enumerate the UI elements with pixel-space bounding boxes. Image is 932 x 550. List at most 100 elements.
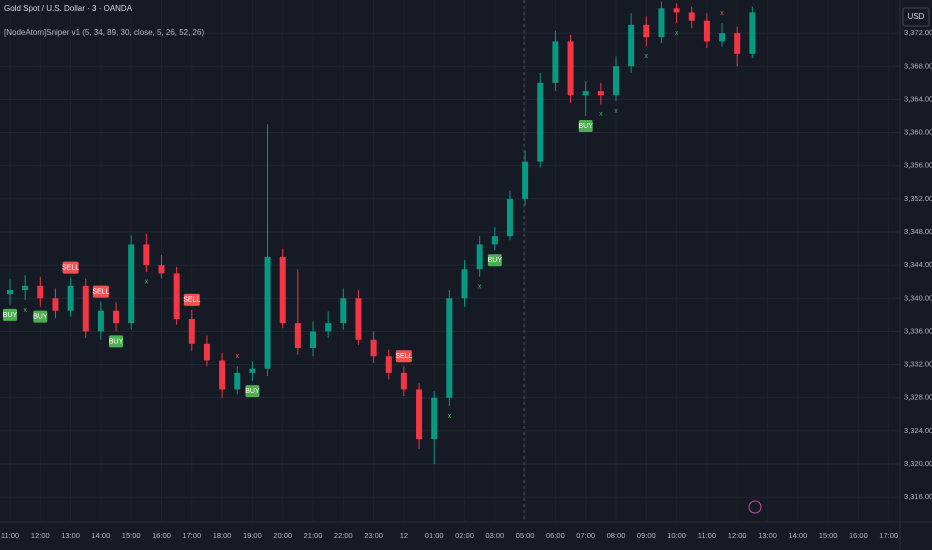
candle-body [294, 323, 301, 348]
candle-body [7, 290, 13, 295]
buy-signal: x [599, 111, 603, 118]
candle-body [249, 368, 256, 373]
candle-body [537, 82, 544, 162]
candle-body [22, 285, 29, 290]
buy-signal: x [614, 108, 618, 115]
candle-body [97, 310, 104, 332]
candle-body [476, 244, 483, 270]
x-tick-label: 12:00 [728, 531, 747, 540]
candle-body [400, 372, 407, 390]
candles: BUY x BUY SELL SELL BUY x SELL x BUY SELL x x BUY BUY x… [3, 1, 756, 464]
candle-body [279, 256, 286, 324]
x-tick-label: 21:00 [304, 531, 323, 540]
x-tick-label: 05:00 [516, 531, 535, 540]
x-tick-label: 15:00 [122, 531, 141, 540]
candle-body [703, 20, 710, 42]
candle-body [234, 372, 241, 390]
buy-signal: BUY [109, 338, 124, 345]
event-icon [748, 500, 762, 514]
candle-body [582, 91, 589, 96]
x-tick-label: 03:00 [485, 531, 504, 540]
candle-body [688, 12, 695, 21]
candle-body [113, 310, 120, 324]
candle-body [219, 360, 226, 390]
sell-signal: SELL [395, 353, 412, 360]
buy-badge [487, 254, 502, 267]
x-tick-label: 14:00 [788, 531, 807, 540]
candle-body [385, 356, 392, 373]
y-tick-label: 3,340.000 [904, 293, 932, 302]
x-tick-label: 16:00 [152, 531, 171, 540]
buy-badge [245, 385, 260, 398]
sell-signal: SELL [92, 288, 109, 295]
x-tick-label: 07:00 [576, 531, 595, 540]
buy-signal: x [478, 284, 482, 291]
y-tick-label: 3,320.000 [904, 459, 932, 468]
y-tick-label: 3,356.000 [904, 161, 932, 170]
candle-body [643, 24, 650, 38]
candle-body [67, 285, 74, 311]
y-tick-label: 3,336.000 [904, 326, 932, 335]
sell-badge [183, 293, 200, 306]
x-tick-label: 10:00 [667, 531, 686, 540]
y-tick-label: 3,324.000 [904, 426, 932, 435]
buy-signal: x [23, 307, 27, 314]
x-tick-label: 09:00 [637, 531, 656, 540]
buy-signal: x [448, 413, 452, 420]
candle-body [567, 41, 574, 96]
candle-body [628, 24, 635, 67]
candle-body [431, 397, 438, 440]
buy-signal: BUY [3, 312, 18, 319]
candle-body [552, 41, 559, 83]
buy-signal: x [645, 53, 649, 60]
sell-signal: SELL [62, 264, 79, 271]
x-tick-label: 13:00 [758, 531, 777, 540]
currency-box [902, 7, 930, 27]
x-tick-label: 15:00 [819, 531, 838, 540]
x-tick-label: 18:00 [213, 531, 232, 540]
buy-signal: BUY [488, 257, 503, 264]
candle-body [461, 269, 468, 299]
candle-body [52, 298, 59, 311]
candle-body [506, 198, 513, 237]
sell-badge [92, 285, 109, 298]
candle-body [370, 339, 377, 357]
candle-body [491, 236, 498, 245]
x-tick-label: 16:00 [849, 531, 868, 540]
y-tick-label: 3,344.000 [904, 260, 932, 269]
candle-body [355, 298, 362, 340]
candle-body [143, 244, 150, 266]
y-tick-label: 3,360.000 [904, 128, 932, 137]
x-tick-label: 14:00 [92, 531, 111, 540]
sell-signal: x [236, 353, 240, 360]
candle-body [158, 265, 165, 274]
candle-body [310, 331, 316, 348]
candle-body [658, 8, 665, 38]
y-tick-label: 3,316.000 [904, 492, 932, 501]
x-tick-label: 06:00 [546, 531, 565, 540]
sell-signal: x [720, 10, 724, 17]
x-tick-label: 11:00 [698, 531, 716, 540]
candle-body [203, 343, 210, 361]
candle-body [446, 298, 453, 398]
buy-signal: BUY [33, 313, 48, 320]
indicator-label: [NodeAtom]Sniper v1 (5, 34, 89, 30, clos… [4, 28, 204, 37]
candle-body [340, 298, 347, 324]
axes: 3,316.000 3,320.000 3,324.000 3,328.000 3,33… [1, 28, 932, 540]
buy-signal: BUY [578, 123, 593, 130]
candle-body [128, 244, 135, 324]
grid [0, 32, 900, 498]
x-tick-label: 01:00 [425, 531, 444, 540]
buy-badge [578, 120, 593, 132]
candle-body [188, 319, 195, 344]
x-tick-label: 12:00 [31, 531, 50, 540]
x-tick-label: 19:00 [243, 531, 262, 540]
y-tick-label: 3,364.000 [904, 94, 932, 103]
x-tick-label: 22:00 [334, 531, 353, 540]
candle-body [597, 91, 604, 96]
y-tick-label: 3,348.000 [904, 227, 932, 236]
candle-body [719, 33, 726, 42]
y-tick-label: 3,352.000 [904, 194, 932, 203]
candle-body [522, 161, 529, 199]
